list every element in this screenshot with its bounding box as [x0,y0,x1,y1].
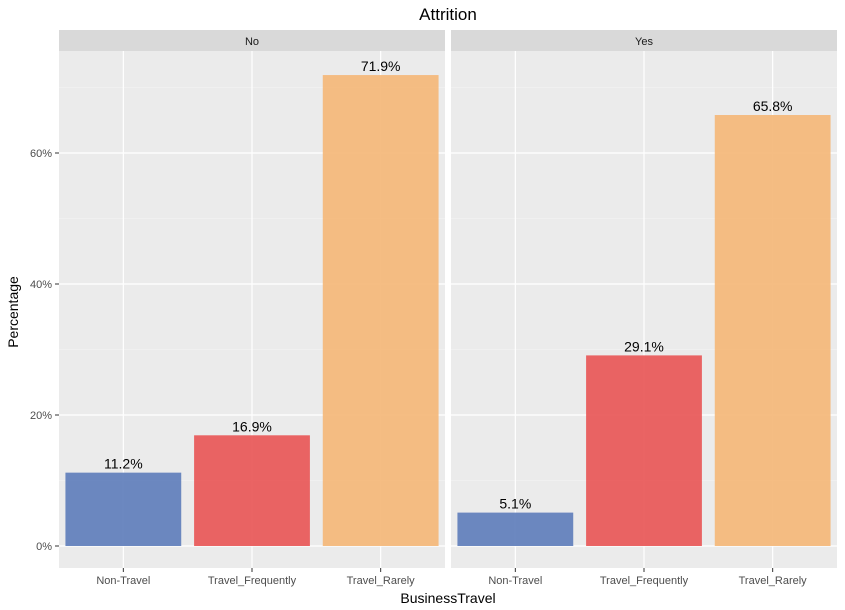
bar-travel-rarely [714,115,831,546]
chart-title: Attrition [419,5,477,24]
bar-data-label: 29.1% [624,338,664,354]
x-tick-label: Travel_Frequently [208,575,297,587]
x-tick-label: Non-Travel [488,575,542,587]
y-tick-label: 0% [36,541,52,553]
bar-non-travel [457,512,574,546]
x-tick-label: Non-Travel [96,575,150,587]
bar-data-label: 11.2% [104,456,143,472]
x-tick-label: Travel_Rarely [739,575,808,587]
facet-strip-label: Yes [635,36,653,48]
bar-travel-rarely [322,75,439,547]
x-axis-title: BusinessTravel [400,590,495,606]
x-tick-label: Travel_Rarely [347,575,416,587]
bar-data-label: 5.1% [499,496,531,512]
bar-non-travel [65,472,182,546]
facet-strip [451,30,837,51]
y-tick-label: 20% [30,410,52,422]
y-tick-label: 60% [30,148,52,160]
y-axis: 0% 20% 40% 60% [30,148,59,553]
facet-strip [59,30,445,51]
facet-strip-label: No [245,36,259,48]
bar-data-label: 16.9% [232,418,272,434]
facet-panel-yes: Yes 5.1% Non-Travel 29.1% Travel_Frequently 6… [451,30,837,587]
x-tick-label: Travel_Frequently [600,575,689,587]
y-tick-label: 40% [30,279,52,291]
y-axis-title: Percentage [5,276,21,348]
facet-panels: No 11.2% Non-Travel 16.9% Travel_Frequently 7… [59,30,837,587]
facet-panel-no: No 11.2% Non-Travel 16.9% Travel_Frequently 7… [59,30,445,587]
bar-travel-frequently [586,355,702,546]
bar-travel-frequently [194,435,310,546]
bar-data-label: 71.9% [361,58,401,74]
bar-data-label: 65.8% [753,98,793,114]
